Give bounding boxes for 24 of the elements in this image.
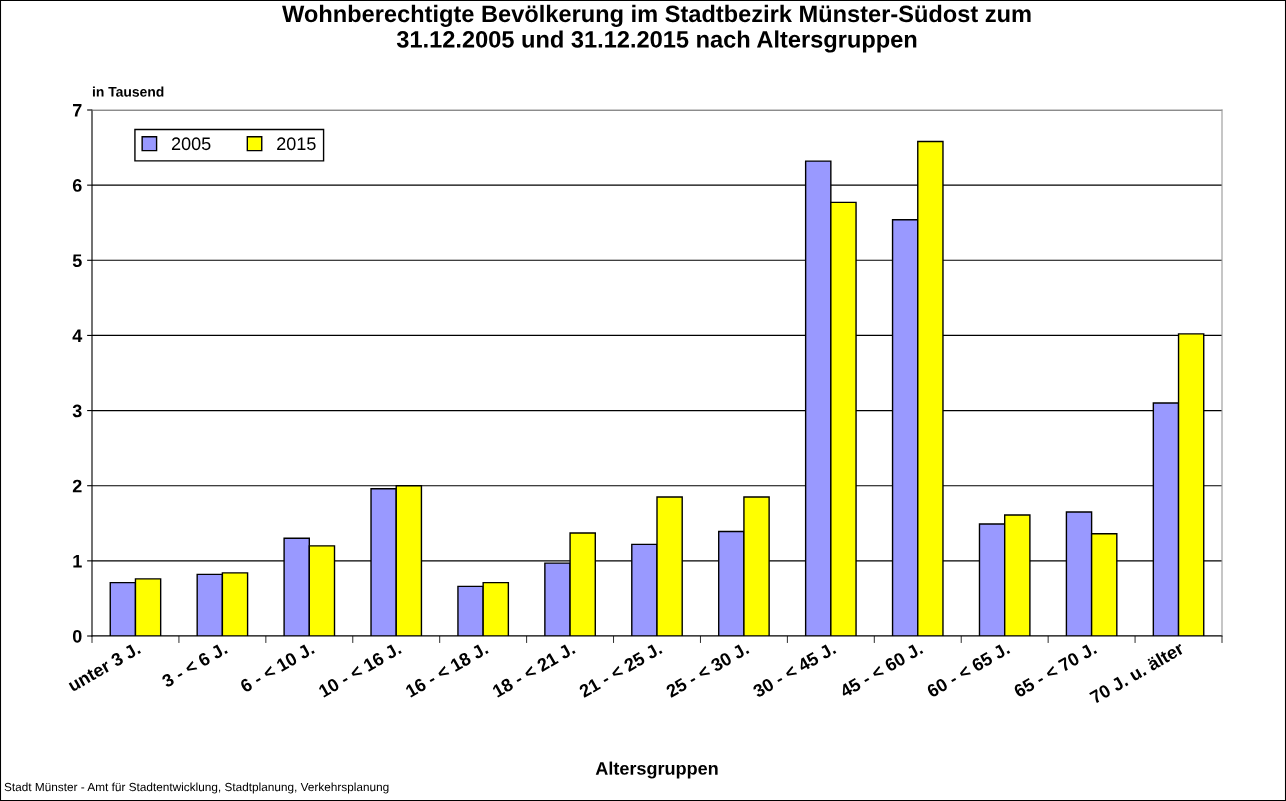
y-axis-title: in Tausend (92, 86, 164, 97)
x-tick-label: 16 - < 18 J. (404, 641, 489, 698)
x-tick-label: 18 - < 21 J. (491, 641, 576, 698)
x-tick-label: 45 - < 60 J. (838, 641, 924, 699)
x-tick-label: 30 - < 45 J. (751, 641, 837, 699)
y-tick-label: 4 (72, 329, 83, 342)
x-tick-label: 25 - < 30 J. (665, 641, 750, 698)
text: Stadt Münster - Amt für Stadtentwicklung, Stadtplanung, Verkehrsplanung (4, 782, 389, 794)
y-tick-label: 5 (72, 254, 82, 268)
legend-label: 2005 (171, 137, 211, 151)
x-tick-label: 21 - < 25 J. (578, 641, 663, 698)
x-axis-title: Altersgruppen (595, 761, 718, 779)
x-tick-label: 6 - < 10 J. (239, 641, 315, 693)
y-tick-label: 7 (73, 104, 82, 117)
y-tick-label: 2 (72, 479, 82, 493)
y-tick-label: 3 (72, 404, 82, 418)
chart-title: Wohnberechtigte Bevölkerung im Stadtbezirk Münster-Südost zum 31.12.2005 und 31.12.2015 nach Altersgruppen (282, 4, 1031, 53)
x-tick-label: 10 - < 16 J. (317, 641, 402, 698)
x-tick-label: 3 - < 6 J. (160, 641, 228, 689)
legend-label: 2015 (277, 137, 316, 151)
y-tick-label: 0 (72, 629, 82, 643)
y-tick-label: 6 (72, 179, 82, 192)
x-tick-label: 60 - < 65 J. (925, 641, 1011, 698)
y-tick-label: 1 (73, 554, 82, 568)
